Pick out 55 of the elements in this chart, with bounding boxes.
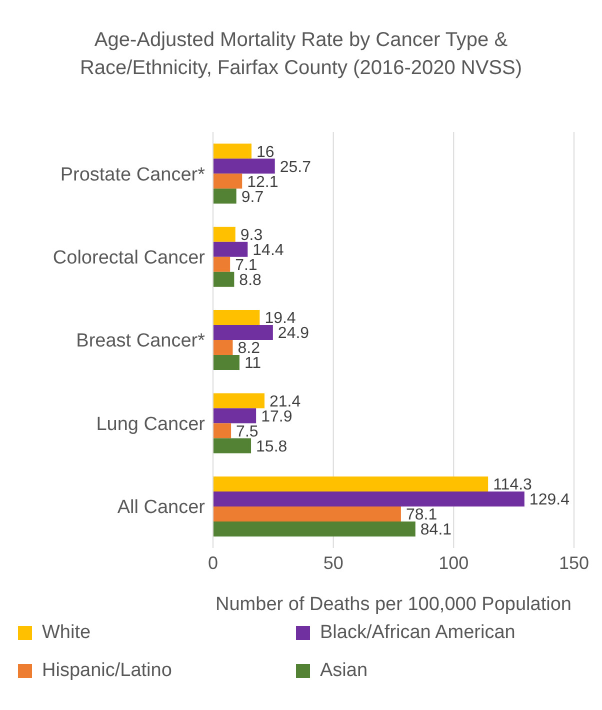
bar — [213, 325, 273, 340]
data-label: 15.8 — [256, 438, 288, 456]
bar — [213, 144, 252, 159]
data-label: 8.2 — [238, 340, 260, 358]
legend-label: Hispanic/Latino — [42, 660, 172, 682]
bar — [213, 476, 488, 492]
data-label: 7.5 — [236, 423, 258, 440]
data-label: 114.3 — [493, 476, 532, 494]
data-label: 24.9 — [278, 325, 310, 342]
data-label: 8.8 — [239, 272, 262, 290]
x-tick-label: 100 — [438, 552, 469, 573]
x-tick-label: 50 — [323, 552, 344, 573]
bar — [213, 423, 232, 438]
bar — [213, 226, 236, 242]
data-label: 9.3 — [240, 227, 263, 244]
y-tick-label: All Cancer — [117, 497, 206, 518]
y-tick-label: Prostate Cancer* — [60, 164, 206, 186]
bar — [213, 340, 233, 356]
x-tick-label: 0 — [208, 552, 218, 573]
bar — [213, 242, 248, 257]
bar — [213, 393, 265, 408]
bar — [213, 256, 230, 272]
data-label: 129.4 — [529, 492, 570, 509]
data-label: 25.7 — [280, 158, 312, 176]
bar — [213, 174, 242, 189]
data-label: 11 — [244, 355, 262, 372]
data-label: 84.1 — [420, 522, 452, 539]
bar — [213, 438, 252, 454]
data-label: 17.9 — [261, 408, 292, 426]
data-label: 12.1 — [247, 174, 278, 191]
bar — [213, 506, 401, 522]
bar — [213, 491, 524, 506]
y-tick-label: Breast Cancer* — [76, 330, 206, 352]
data-label: 21.4 — [270, 393, 301, 410]
legend-label: Black/African American — [320, 622, 516, 644]
bar — [213, 310, 260, 326]
data-label: 16 — [256, 144, 274, 161]
bar — [213, 521, 416, 536]
y-tick-label: Lung Cancer — [96, 414, 206, 435]
data-label: 14.4 — [252, 242, 284, 260]
chart-title: Age-Adjusted Mortality Rate by Cancer Type & Race/Ethnicity, Fairfax County (2016-2020 NVSS) — [78, 28, 524, 81]
x-tick-label: 150 — [558, 552, 590, 573]
data-label: 9.7 — [241, 188, 264, 206]
legend-label: Asian — [320, 660, 368, 682]
x-axis-title: Number of Deaths per 100,000 Population — [216, 594, 572, 615]
bar — [213, 355, 240, 370]
data-label: 7.1 — [235, 257, 258, 274]
data-label: 19.4 — [264, 310, 296, 328]
bar — [213, 408, 256, 424]
bar — [213, 188, 236, 204]
data-label: 78.1 — [406, 506, 438, 524]
bar — [213, 272, 234, 287]
bar — [213, 158, 275, 174]
y-tick-label: Colorectal Cancer — [52, 248, 206, 269]
legend-label: White — [42, 622, 91, 644]
